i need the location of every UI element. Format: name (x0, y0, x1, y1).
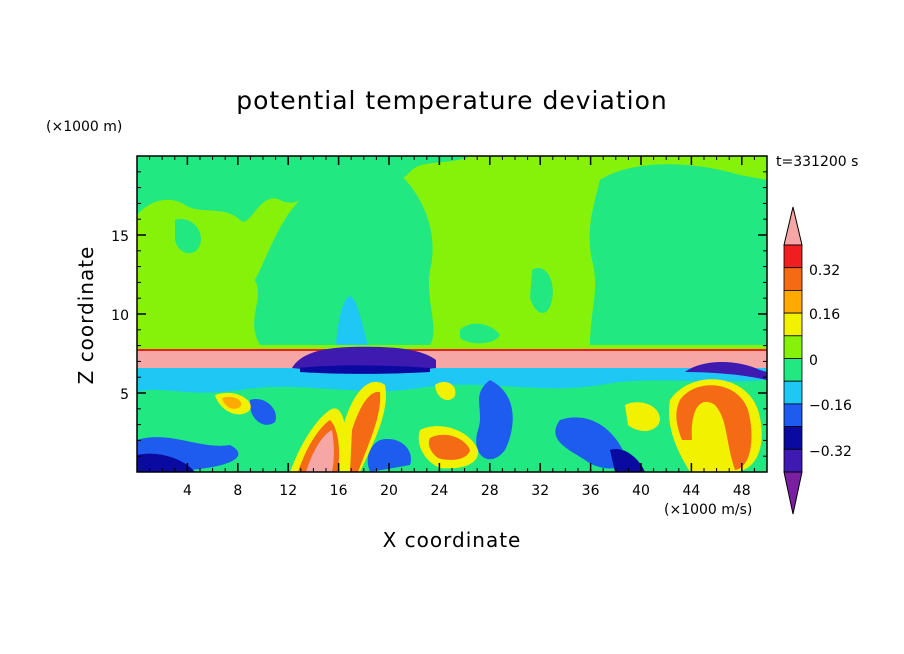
x-tick-label: 20 (380, 483, 398, 499)
colorbar-tick-label: −0.16 (809, 398, 852, 414)
warm-layer-region (137, 350, 767, 368)
colorbar-tick-label: −0.32 (809, 444, 852, 460)
cyan-plume (336, 296, 368, 345)
plot-area (137, 156, 767, 472)
upper-anomaly-blobs (137, 156, 767, 345)
x-tick-label: 36 (582, 483, 600, 499)
colorbar-tick-label: 0.32 (809, 263, 840, 279)
time-label: t=331200 s (776, 154, 859, 170)
colorbar-box (783, 403, 803, 427)
colorbar-box (783, 267, 803, 291)
y-tick-label: 5 (120, 387, 129, 403)
colorbar-box (783, 380, 803, 405)
cold-cap-edge (300, 365, 430, 374)
colorbar-box (783, 358, 803, 382)
x-tick-label: 24 (430, 483, 448, 499)
colorbar-tick-label: 0.16 (809, 307, 840, 323)
colorbar: 0.32 0.16 0 −0.16 −0.32 (783, 206, 852, 515)
colorbar-top-arrow (783, 206, 803, 246)
colorbar-box (783, 289, 803, 314)
x-tick-label: 12 (279, 483, 297, 499)
x-tick-label: 28 (481, 483, 499, 499)
y-axis-unit: (×1000 m) (46, 119, 123, 135)
y-tick-label: 10 (111, 308, 129, 324)
lower-eddies (137, 361, 767, 472)
chart-title: potential temperature deviation (236, 86, 668, 115)
warm-layer-edge (137, 349, 767, 351)
cold-cap (292, 346, 436, 371)
colorbar-bottom-arrow (783, 471, 803, 515)
x-tick-label: 16 (330, 483, 348, 499)
colorbar-box (783, 244, 803, 269)
colorbar-box (783, 312, 803, 337)
x-axis-label: X coordinate (382, 528, 522, 552)
x-tick-label: 8 (233, 483, 242, 499)
x-tick-label: 32 (531, 483, 549, 499)
x-axis-unit: (×1000 m/s) (664, 502, 753, 518)
y-tick-label: 15 (111, 229, 129, 245)
colorbar-box (783, 335, 803, 359)
x-tick-label: 48 (733, 483, 751, 499)
x-tick-label: 40 (632, 483, 650, 499)
colorbar-box (783, 426, 803, 450)
colorbar-tick-label: 0 (809, 353, 818, 369)
x-tick-label: 4 (183, 483, 192, 499)
colorbar-box (783, 448, 803, 473)
x-tick-label: 44 (682, 483, 700, 499)
